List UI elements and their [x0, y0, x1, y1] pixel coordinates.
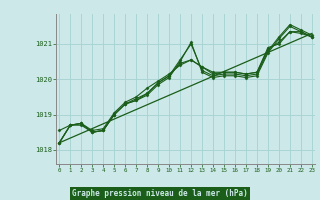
Text: Graphe pression niveau de la mer (hPa): Graphe pression niveau de la mer (hPa) [72, 190, 248, 198]
